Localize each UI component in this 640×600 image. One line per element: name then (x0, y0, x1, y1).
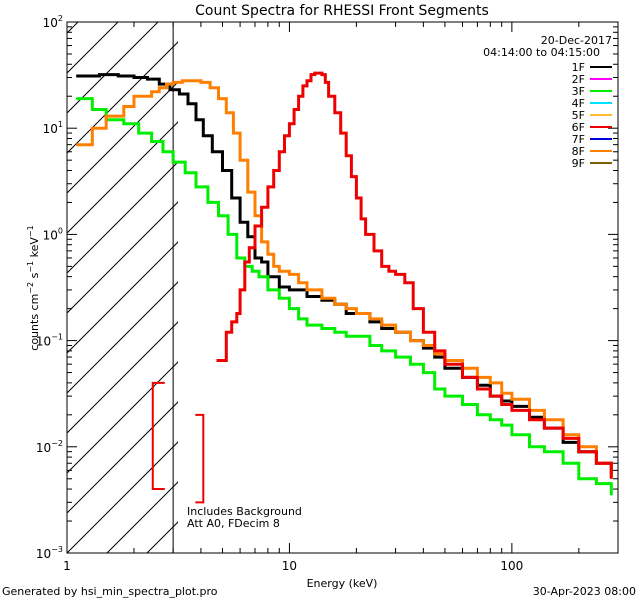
hatch-line (67, 41, 178, 154)
minor-ticks (66, 22, 619, 554)
y-label-exp1: −2 (26, 282, 35, 294)
series-6F-line (216, 71, 613, 479)
x-axis-label: Energy (keV) (307, 577, 378, 590)
legend-label: 6F (572, 121, 585, 134)
excluded-energy-hatch (0, 0, 178, 553)
y-label-base: counts cm (28, 294, 41, 351)
hatch-line (67, 441, 178, 553)
x-tick-label: 10 (282, 559, 297, 573)
error-bars (151, 381, 205, 504)
y-tick-label: 10−2 (36, 439, 63, 455)
series-layer (76, 71, 613, 496)
y-tick-label: 10−3 (36, 545, 63, 561)
hatch-line (67, 22, 159, 114)
y-tick-label: 101 (43, 120, 63, 136)
x-tick-label: 100 (500, 559, 523, 573)
plot-frame (66, 21, 619, 554)
time-range-label: 04:14:00 to 04:15:00 (483, 46, 600, 59)
hatch-line (146, 521, 178, 553)
y-label-mid: s (28, 272, 41, 281)
hatch-line (67, 361, 178, 474)
y-tick-labels: 10−3 10−2 10−1 100 101 102 (36, 14, 63, 561)
annotation-attenuator: Att A0, FDecim 8 (187, 517, 280, 530)
y-label-exp3: −1 (26, 225, 35, 237)
hatch-line (67, 22, 79, 34)
hatch-line (106, 481, 178, 553)
hatch-line (67, 201, 178, 314)
legend-label: 5F (572, 109, 585, 122)
hatch-line (67, 22, 119, 74)
legend-label: 1F (572, 61, 585, 74)
footer-generator: Generated by hsi_min_spectra_plot.pro (2, 585, 218, 598)
y-tick-label: 102 (43, 14, 63, 30)
error-bar (195, 413, 205, 504)
legend-label: 3F (572, 85, 585, 98)
legend-label: 7F (572, 133, 585, 146)
y-tick-label: 100 (43, 226, 63, 242)
series-3F-line (76, 97, 613, 496)
date-label: 20-Dec-2017 (541, 34, 612, 47)
x-tick-label: 1 (63, 559, 71, 573)
hatch-line (67, 401, 178, 514)
error-bar (151, 381, 165, 491)
y-label-end: keV (28, 237, 41, 261)
legend-label: 8F (572, 145, 585, 158)
chart-title: Count Spectra for RHESSI Front Segments (195, 3, 489, 19)
series-8F-line (76, 79, 613, 479)
footer-timestamp: 30-Apr-2023 08:00 (533, 585, 636, 598)
hatch-line (67, 281, 178, 394)
hatch-line (67, 241, 178, 354)
y-label-exp2: −1 (26, 261, 35, 273)
hatch-line (67, 161, 178, 274)
annotation-background: Includes Background (187, 505, 302, 518)
legend-label: 9F (572, 157, 585, 170)
legend-label: 4F (572, 97, 585, 110)
hatch-line (0, 0, 107, 553)
legend-label: 2F (572, 73, 585, 86)
y-axis-label: counts cm−2 s−1 keV−1 (26, 225, 41, 350)
y-tick-label: 10−1 (36, 333, 63, 349)
x-tick-labels: 1 10 100 (63, 559, 523, 573)
